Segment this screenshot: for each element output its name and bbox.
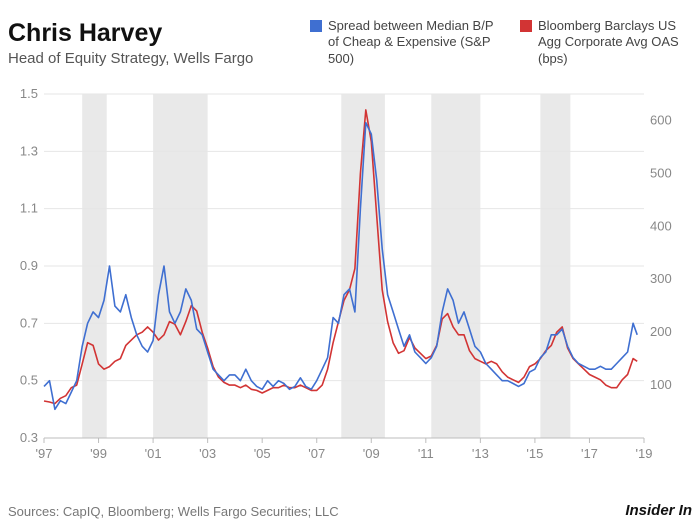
- x-tick-label: '13: [472, 446, 489, 461]
- legend-swatch-series1: [310, 20, 322, 32]
- x-tick-label: '05: [254, 446, 271, 461]
- x-tick-label: '11: [418, 446, 434, 461]
- y-right-tick-label: 400: [650, 218, 672, 233]
- x-tick-label: '07: [308, 446, 325, 461]
- author-name: Chris Harvey: [8, 20, 253, 48]
- legend-label-series1: Spread between Median B/P of Cheap & Exp…: [328, 18, 500, 67]
- y-left-tick-label: 1.1: [20, 201, 38, 216]
- x-tick-label: '15: [526, 446, 543, 461]
- header: Chris Harvey Head of Equity Strategy, We…: [8, 20, 253, 67]
- y-left-tick-label: 1.3: [20, 143, 38, 158]
- legend-item-series2: Bloomberg Barclays US Agg Corporate Avg …: [520, 18, 690, 67]
- y-right-tick-label: 600: [650, 112, 672, 127]
- source-attribution: Sources: CapIQ, Bloomberg; Wells Fargo S…: [8, 504, 339, 519]
- x-tick-label: '17: [581, 446, 598, 461]
- x-tick-label: '99: [90, 446, 107, 461]
- y-right-tick-label: 200: [650, 324, 672, 339]
- y-right-tick-label: 300: [650, 271, 672, 286]
- legend-label-series2: Bloomberg Barclays US Agg Corporate Avg …: [538, 18, 690, 67]
- author-title: Head of Equity Strategy, Wells Fargo: [8, 50, 253, 67]
- legend-item-series1: Spread between Median B/P of Cheap & Exp…: [310, 18, 500, 67]
- chart: 0.3 0.5 0.7 0.9 1.1 1.3 1.5 100 200 300 400 500 600 '…: [20, 88, 678, 468]
- figure: Chris Harvey Head of Equity Strategy, We…: [0, 0, 700, 525]
- y-left-tick-label: 0.3: [20, 430, 38, 445]
- y-right-tick-label: 500: [650, 165, 672, 180]
- y-left-tick-label: 0.7: [20, 315, 38, 330]
- legend: Spread between Median B/P of Cheap & Exp…: [310, 18, 690, 67]
- x-tick-label: '19: [636, 446, 653, 461]
- y-left-tick-label: 1.5: [20, 88, 38, 101]
- x-tick-label: '01: [145, 446, 162, 461]
- x-tick-label: '09: [363, 446, 380, 461]
- x-tick-label: '03: [199, 446, 216, 461]
- y-right-tick-label: 100: [650, 377, 672, 392]
- publisher-brand: Insider In: [625, 502, 692, 519]
- x-tick-label: '97: [36, 446, 53, 461]
- y-left-tick-label: 0.9: [20, 258, 38, 273]
- legend-swatch-series2: [520, 20, 532, 32]
- y-left-tick-label: 0.5: [20, 373, 38, 388]
